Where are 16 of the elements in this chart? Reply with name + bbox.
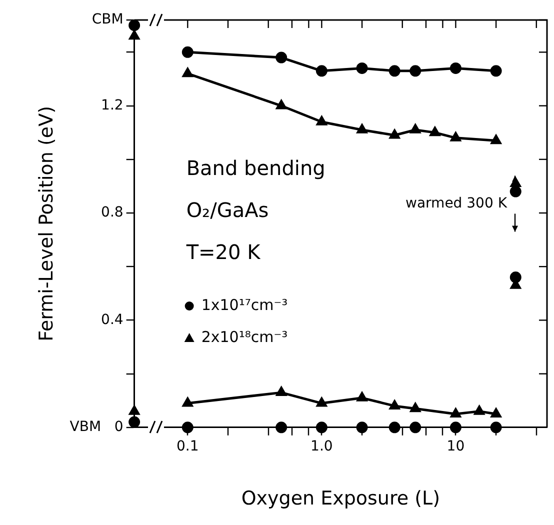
x-axis-title: Oxygen Exposure (L)	[241, 488, 440, 510]
y-tick-label: CBM	[92, 12, 124, 28]
x-tick-label: 1.0	[310, 438, 333, 454]
legend-label: 2x10¹⁸cm⁻³	[201, 328, 288, 346]
annotation: Band bending	[186, 156, 326, 180]
legend-label: 1x10¹⁷cm⁻³	[201, 296, 288, 314]
y-tick-label: 1.2	[101, 97, 124, 114]
x-tick-label: 0.1	[176, 438, 199, 454]
annotation: O₂/GaAs	[186, 198, 269, 222]
annotation: T=20 K	[185, 240, 262, 264]
y-tick-label: VBM 0	[70, 419, 124, 436]
y-tick-label: 0.4	[101, 312, 124, 328]
y-axis-title: Fermi-Level Position (eV)	[35, 106, 58, 342]
x-tick-label: 10	[446, 438, 465, 454]
annotation: warmed 300 K	[406, 195, 508, 212]
y-tick-label: 0.8	[101, 204, 124, 221]
